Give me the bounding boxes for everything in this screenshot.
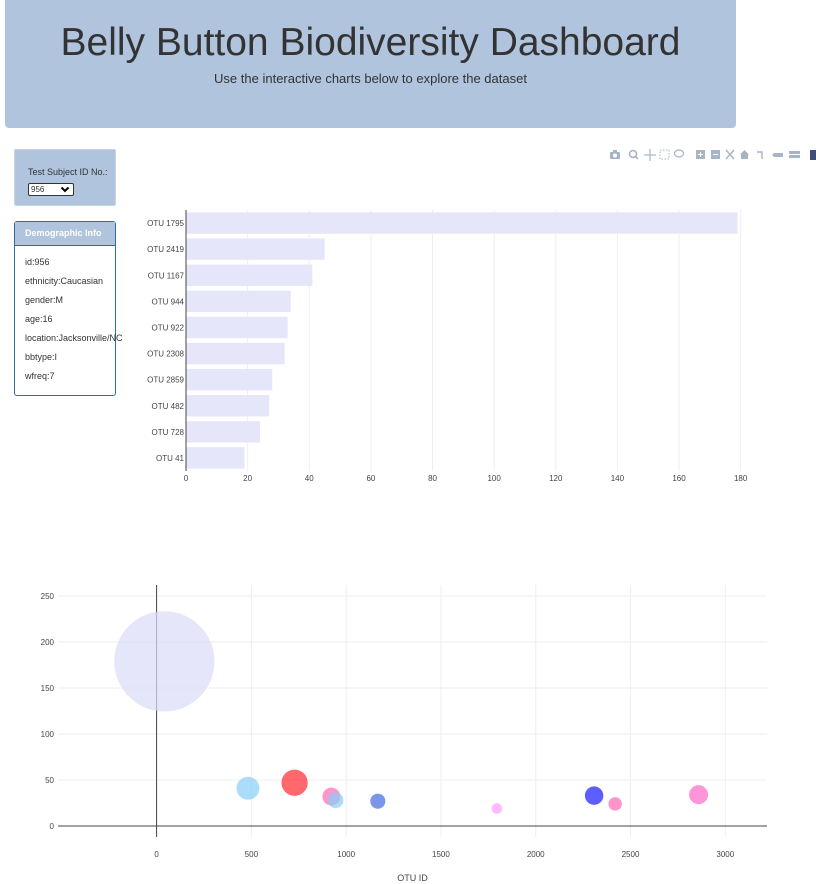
bubble-otu-944[interactable] [327, 792, 344, 809]
bar-x-tick-label: 80 [428, 474, 437, 483]
zoom-in-icon[interactable] [696, 150, 705, 159]
home-icon[interactable] [740, 150, 749, 159]
bar-y-tick-label: OTU 2419 [147, 245, 184, 254]
bar-y-tick-label: OTU 922 [152, 323, 185, 332]
bubble-otu-2859[interactable] [689, 785, 709, 805]
hover-closest-icon[interactable] [772, 153, 783, 157]
demographic-row: id:956 [25, 257, 50, 267]
subject-id-select[interactable]: 956 [28, 183, 74, 196]
pan-icon[interactable] [644, 149, 656, 161]
plotly-logo-icon[interactable] [810, 150, 816, 160]
bubble-y-tick-label: 150 [41, 684, 55, 693]
spike-icon[interactable] [757, 151, 763, 159]
bar-y-tick-label: OTU 2308 [147, 350, 184, 359]
box-select-icon[interactable] [659, 149, 670, 160]
demographic-row: age:16 [25, 314, 53, 324]
demographic-row: gender:M [25, 295, 64, 305]
bar-y-tick-label: OTU 482 [152, 402, 185, 411]
demographic-panel-title: Demographic Info [15, 222, 115, 246]
bar-x-tick-label: 140 [611, 474, 625, 483]
bubble-x-tick-label: 1000 [337, 850, 355, 859]
bar-otu-41[interactable] [186, 447, 245, 469]
bubble-otu-2419[interactable] [608, 797, 622, 811]
bubble-y-tick-label: 0 [50, 822, 55, 831]
bubble-x-tick-label: 3000 [716, 850, 734, 859]
camera-icon[interactable] [610, 150, 620, 159]
page-title: Belly Button Biodiversity Dashboard [60, 21, 681, 64]
bar-otu-1167[interactable] [186, 264, 313, 286]
demographic-row: location:Jacksonville/NC [25, 333, 123, 343]
autoscale-icon[interactable] [725, 149, 735, 160]
demographic-row: wfreq:7 [25, 371, 55, 381]
bubble-x-axis-title: OTU ID [397, 873, 428, 883]
bar-x-tick-label: 120 [549, 474, 563, 483]
subject-selector-well: Test Subject ID No.: 956 [14, 149, 116, 206]
bubble-otu-482[interactable] [236, 776, 260, 800]
plot-modebar [610, 149, 816, 161]
page-header: Belly Button Biodiversity Dashboard Use … [5, 0, 736, 128]
bubble-otu-2308[interactable] [584, 786, 604, 805]
bubble-otu-1167[interactable] [370, 793, 386, 809]
bubble-otu-41[interactable] [114, 611, 215, 712]
bubble-y-tick-label: 200 [41, 638, 55, 647]
bubble-otu-1795[interactable] [491, 803, 503, 814]
bar-otu-728[interactable] [186, 421, 260, 443]
page-subtitle: Use the interactive charts below to expl… [214, 71, 527, 86]
demographic-row: ethnicity:Caucasian [25, 276, 104, 286]
bubble-x-tick-label: 500 [245, 850, 259, 859]
bubble-y-tick-label: 250 [41, 592, 55, 601]
demographic-row: bbtype:I [25, 352, 58, 362]
bar-x-tick-label: 60 [366, 474, 375, 483]
chevron-down-icon [60, 186, 70, 193]
bar-x-tick-label: 180 [734, 474, 748, 483]
lasso-icon[interactable] [673, 149, 685, 158]
demographic-panel: Demographic Info id:956 ethnicity:Caucas… [14, 221, 123, 396]
bubble-y-tick-label: 50 [45, 776, 54, 785]
bar-otu-2859[interactable] [186, 368, 273, 391]
bubble-x-tick-label: 0 [154, 850, 159, 859]
bar-otu-2308[interactable] [186, 342, 285, 365]
bar-otu-922[interactable] [186, 316, 288, 339]
bar-y-tick-label: OTU 1795 [147, 219, 184, 228]
bar-x-tick-label: 100 [487, 474, 501, 483]
bar-otu-944[interactable] [186, 290, 291, 313]
bar-y-tick-label: OTU 1167 [148, 271, 185, 280]
bubble-y-tick-label: 100 [41, 730, 55, 739]
bubble-x-tick-label: 2500 [622, 850, 640, 859]
bar-x-tick-label: 160 [672, 474, 686, 483]
bar-otu-1795[interactable] [186, 212, 738, 234]
bar-x-tick-label: 20 [243, 474, 252, 483]
bar-x-tick-label: 40 [305, 474, 314, 483]
bar-otu-2419[interactable] [186, 238, 325, 260]
zoom-icon[interactable] [628, 149, 639, 160]
bar-y-tick-label: OTU 2859 [147, 376, 184, 385]
hover-compare-icon[interactable] [789, 151, 800, 158]
bar-otu-482[interactable] [186, 395, 270, 417]
zoom-out-icon[interactable] [711, 150, 720, 159]
bar-x-tick-label: 0 [184, 474, 189, 483]
bubble-otu-728[interactable] [281, 769, 308, 796]
subject-selector-label: Test Subject ID No.: [28, 167, 108, 177]
bar-y-tick-label: OTU 944 [152, 297, 185, 306]
demographic-info-list: id:956 ethnicity:Caucasian gender:M age:… [25, 257, 123, 390]
subject-id-value: 956 [31, 185, 45, 194]
bubble-x-tick-label: 2000 [527, 850, 545, 859]
bar-y-tick-label: OTU 41 [156, 454, 185, 463]
bubble-x-tick-label: 1500 [432, 850, 450, 859]
bar-y-tick-label: OTU 728 [152, 428, 185, 437]
